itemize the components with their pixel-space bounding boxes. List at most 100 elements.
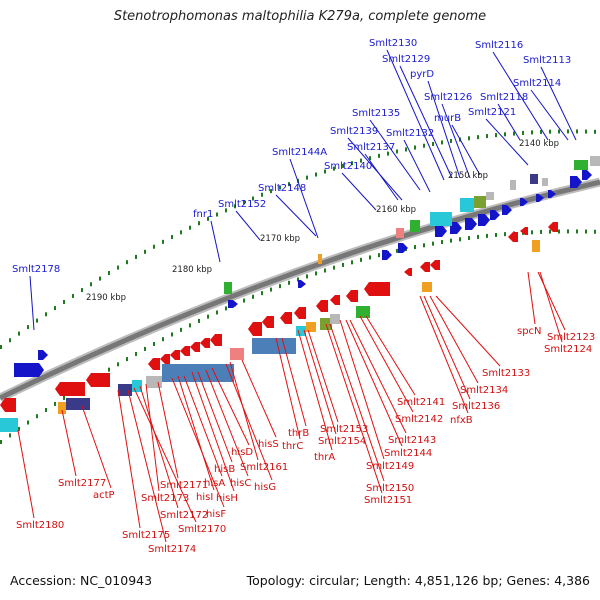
inner-tick — [360, 257, 362, 262]
leader-line — [197, 371, 233, 463]
gene-label-bottom: hisH — [216, 493, 238, 504]
inner-tick — [441, 240, 443, 245]
leader-line — [281, 337, 307, 427]
inner-tick — [567, 229, 569, 234]
gene-label-bottom: Smlt2180 — [16, 520, 64, 531]
kbp-label: 2190 kbp — [86, 293, 126, 303]
inner-tick — [63, 395, 65, 400]
leader-line — [235, 210, 261, 241]
feature-block — [430, 212, 452, 226]
outer-tick — [441, 140, 443, 145]
gene-label-bottom: Smlt2124 — [544, 344, 592, 355]
outer-tick — [180, 230, 182, 235]
gene-label-top: Smlt2178 — [12, 264, 60, 275]
gene-label-top: Smlt2130 — [369, 38, 417, 49]
gene-label-bottom: hisA — [204, 478, 225, 489]
feature-block — [410, 220, 420, 232]
leader-line — [341, 172, 377, 211]
leader-line — [527, 271, 536, 325]
inner-tick — [288, 280, 290, 285]
inner-tick — [396, 248, 398, 253]
reverse-gene-arrow — [294, 307, 306, 319]
outer-tick — [108, 271, 110, 276]
backbone-line — [0, 179, 600, 401]
leader-line — [289, 158, 319, 239]
reverse-gene-arrow — [346, 290, 358, 302]
reverse-gene-arrow — [55, 382, 85, 396]
leader-line — [241, 359, 277, 438]
outer-tick — [567, 129, 569, 134]
inner-tick — [369, 255, 371, 260]
leader-line — [210, 220, 221, 263]
leader-line — [205, 369, 249, 477]
backbone-layer — [0, 177, 600, 403]
leader-line — [117, 389, 141, 529]
gene-label-bottom: Smlt2174 — [148, 544, 196, 555]
outer-tick — [243, 200, 245, 205]
feature-block — [146, 376, 162, 388]
inner-tick — [180, 327, 182, 332]
forward-gene-arrow — [490, 210, 500, 220]
gene-label-bottom: Smlt2133 — [482, 368, 530, 379]
leader-line — [139, 385, 179, 509]
reverse-gene-arrow — [262, 316, 274, 328]
outer-tick — [513, 131, 515, 136]
reverse-gene-arrow — [330, 295, 340, 305]
tick-layer — [0, 129, 596, 444]
reverse-gene-arrow — [0, 398, 16, 412]
outer-tick — [27, 325, 29, 330]
outer-tick — [225, 208, 227, 213]
leader-line — [497, 103, 521, 141]
reverse-gene-arrow — [148, 358, 160, 370]
forward-gene-arrow — [435, 225, 447, 237]
gene-label-bottom: Smlt2170 — [178, 524, 226, 535]
outer-tick — [468, 136, 470, 141]
reverse-gene-arrow — [210, 334, 222, 346]
outer-tick — [495, 133, 497, 138]
feature-block — [118, 384, 132, 396]
feature-block — [0, 418, 18, 432]
leader-line — [386, 49, 445, 181]
gene-label-bottom: nfxB — [450, 415, 473, 426]
leader-line — [349, 319, 407, 434]
feature-block — [460, 198, 474, 212]
gene-label-bottom: hisF — [206, 509, 226, 520]
gene-label-top: Smlt2121 — [468, 107, 516, 118]
gene-label-bottom: thrA — [314, 452, 335, 463]
outer-tick — [9, 338, 11, 343]
reverse-gene-arrow — [180, 346, 190, 356]
inner-tick — [252, 294, 254, 299]
leader-line — [345, 319, 403, 447]
outer-tick — [288, 182, 290, 187]
outer-tick — [261, 192, 263, 197]
forward-gene-arrow — [450, 222, 462, 234]
leader-line — [157, 381, 179, 479]
outer-tick — [54, 306, 56, 311]
kbp-label: 2180 kbp — [172, 265, 212, 275]
gene-label-top: Smlt2126 — [424, 92, 472, 103]
kbp-label: 2150 kbp — [448, 171, 488, 181]
outer-tick — [558, 129, 560, 134]
leader-line — [191, 371, 235, 492]
reverse-gene-arrow — [248, 322, 262, 336]
feature-block — [306, 322, 316, 332]
outer-tick — [351, 161, 353, 166]
kbp-label: 2170 kbp — [260, 234, 300, 244]
outer-tick — [81, 288, 83, 293]
leader-line — [530, 89, 569, 141]
feature-block — [396, 228, 404, 238]
reverse-gene-arrow — [404, 268, 412, 276]
leader-line — [485, 118, 529, 166]
forward-gene-arrow — [382, 250, 392, 260]
feature-block — [532, 240, 540, 252]
feature-block — [422, 282, 432, 292]
leader-line — [364, 153, 399, 201]
outer-tick — [585, 129, 587, 134]
leader-line — [171, 377, 225, 508]
backbone-shadow — [0, 177, 600, 403]
gene-label-bottom: Smlt2136 — [452, 401, 500, 412]
outer-tick — [504, 132, 506, 137]
inner-tick — [108, 367, 110, 372]
gene-label-top: Smlt2140 — [324, 161, 372, 172]
